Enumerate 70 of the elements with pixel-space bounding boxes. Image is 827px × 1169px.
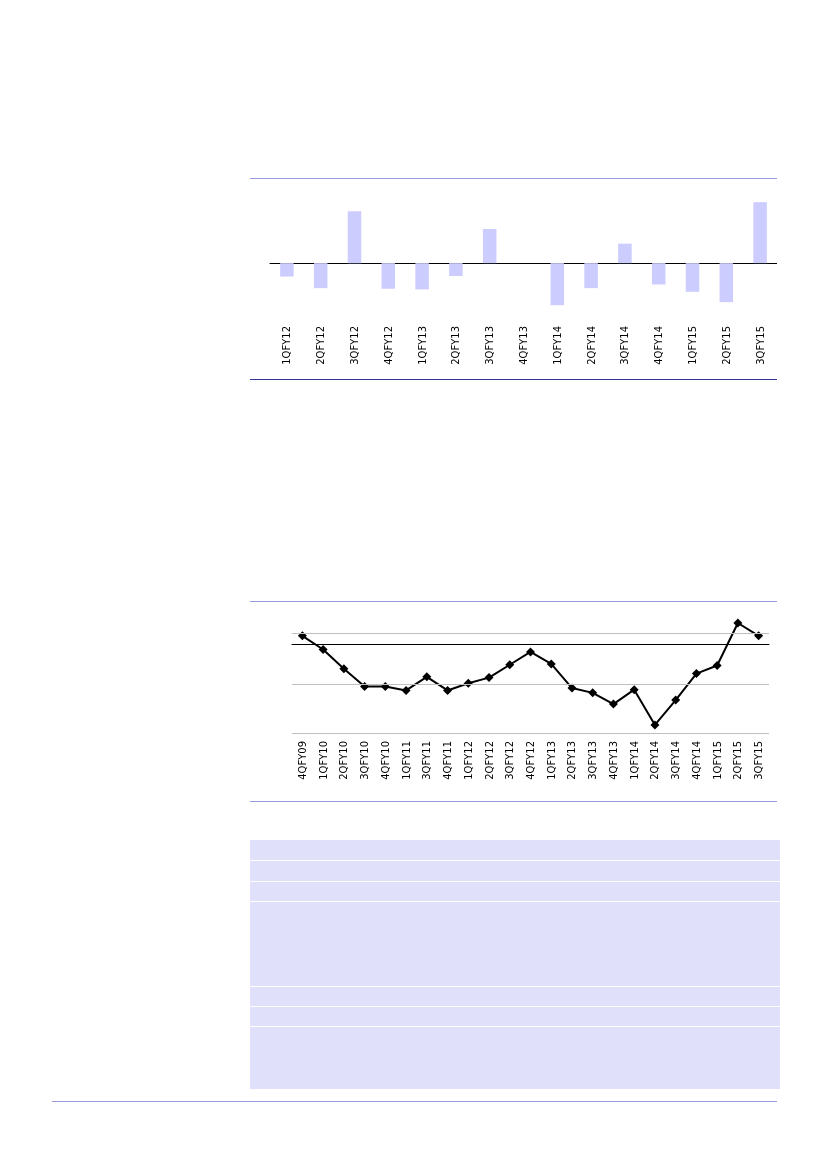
point [567, 683, 577, 693]
bar [415, 263, 429, 290]
point [443, 685, 453, 695]
x-tick-label: 4QFY09 [296, 741, 308, 780]
bar [550, 263, 565, 306]
point [712, 661, 722, 671]
point [422, 672, 432, 682]
x-tick-label: 3QFY14 [670, 741, 682, 780]
bar [651, 263, 666, 285]
x-tick-label: 4QFY14 [690, 741, 702, 780]
x-tick-label: 1QFY12 [462, 741, 474, 780]
point [691, 669, 701, 679]
x-tick-label: 4QFY11 [442, 741, 454, 780]
x-tick-label: 3QFY13 [587, 741, 599, 780]
point [650, 720, 660, 730]
bar [753, 202, 767, 264]
x-tick-label: 1QFY13 [416, 326, 428, 365]
point [318, 645, 328, 654]
bar [719, 263, 734, 303]
point [546, 659, 556, 669]
x-tick-label: 2QFY15 [720, 326, 732, 365]
x-tick-label: 3QFY12 [349, 326, 360, 365]
x-tick-label: 4QFY10 [379, 741, 391, 780]
x-tick-label: 1QFY11 [400, 741, 412, 780]
x-tick-label: 2QFY13 [566, 741, 578, 780]
bar [584, 263, 598, 289]
point [484, 673, 494, 683]
bar [449, 263, 463, 276]
bar [685, 263, 700, 292]
point [505, 660, 515, 670]
x-tick-label: 4QFY14 [653, 326, 665, 365]
point [526, 647, 535, 657]
bar [280, 263, 294, 277]
x-tick-label: 1QFY13 [545, 741, 557, 780]
x-tick-label: 3QFY10 [359, 741, 371, 780]
point [401, 685, 411, 695]
x-tick-label: 3QFY15 [754, 326, 766, 365]
point [588, 688, 598, 698]
point [339, 664, 349, 674]
x-tick-label: 2QFY14 [585, 326, 597, 365]
bar [347, 211, 362, 264]
bar [482, 229, 497, 264]
point [733, 618, 743, 628]
x-tick-label: 4QFY12 [525, 741, 536, 780]
point [608, 699, 618, 709]
x-tick-label: 1QFY12 [281, 326, 293, 365]
x-tick-label: 2QFY13 [450, 326, 462, 365]
x-tick-label: 2QFY14 [649, 741, 661, 780]
x-tick-label: 3QFY12 [504, 741, 516, 780]
x-tick-label: 2QFY12 [315, 326, 327, 365]
x-tick-label: 3QFY15 [753, 741, 765, 780]
x-tick-label: 4QFY13 [607, 741, 619, 780]
x-tick-label: 3QFY13 [484, 326, 496, 365]
x-tick-label: 2QFY15 [732, 741, 744, 780]
x-tick-label: 2QFY12 [483, 741, 495, 780]
x-tick-label: 1QFY14 [628, 741, 640, 780]
point [629, 685, 639, 695]
x-tick-label: 1QFY10 [317, 741, 329, 780]
bar [618, 243, 632, 264]
x-tick-label: 1QFY15 [711, 741, 723, 780]
x-tick-label: 4QFY13 [518, 326, 529, 365]
x-tick-label: 4QFY12 [382, 326, 394, 365]
x-tick-label: 3QFY14 [619, 326, 631, 365]
x-tick-label: 3QFY11 [421, 741, 433, 780]
x-tick-label: 1QFY15 [687, 326, 698, 365]
x-tick-label: 2QFY10 [338, 741, 350, 780]
bar [313, 263, 328, 289]
bar [381, 263, 396, 289]
x-tick-label: 1QFY14 [551, 326, 563, 365]
point [671, 695, 681, 705]
